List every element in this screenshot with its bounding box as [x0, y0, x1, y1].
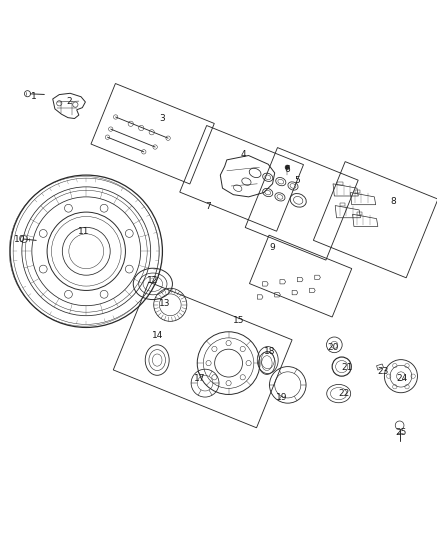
Bar — [339, 204, 345, 206]
Text: 23: 23 — [377, 367, 389, 376]
Text: 11: 11 — [78, 227, 90, 236]
Text: 10: 10 — [14, 235, 25, 244]
Text: 22: 22 — [339, 389, 350, 398]
Text: 8: 8 — [390, 197, 396, 206]
Text: 2: 2 — [66, 96, 72, 106]
Text: 17: 17 — [194, 374, 205, 383]
Text: 14: 14 — [152, 331, 164, 340]
Text: 3: 3 — [159, 114, 165, 123]
Text: 13: 13 — [159, 299, 170, 308]
Text: 12: 12 — [147, 276, 159, 285]
Text: 5: 5 — [294, 176, 300, 185]
Text: 6: 6 — [284, 165, 290, 174]
Text: 24: 24 — [396, 374, 407, 383]
Text: 9: 9 — [269, 243, 275, 252]
Text: 7: 7 — [206, 202, 212, 211]
Text: 18: 18 — [264, 347, 276, 356]
Circle shape — [285, 165, 290, 169]
Text: 1: 1 — [31, 92, 37, 101]
Bar — [357, 212, 362, 215]
Bar — [337, 182, 343, 184]
Text: 20: 20 — [328, 343, 339, 352]
Text: 19: 19 — [276, 393, 288, 402]
Text: 21: 21 — [342, 363, 353, 372]
Text: 25: 25 — [395, 428, 406, 437]
Text: 4: 4 — [240, 150, 246, 159]
Text: 15: 15 — [233, 317, 244, 326]
Bar — [355, 190, 360, 193]
